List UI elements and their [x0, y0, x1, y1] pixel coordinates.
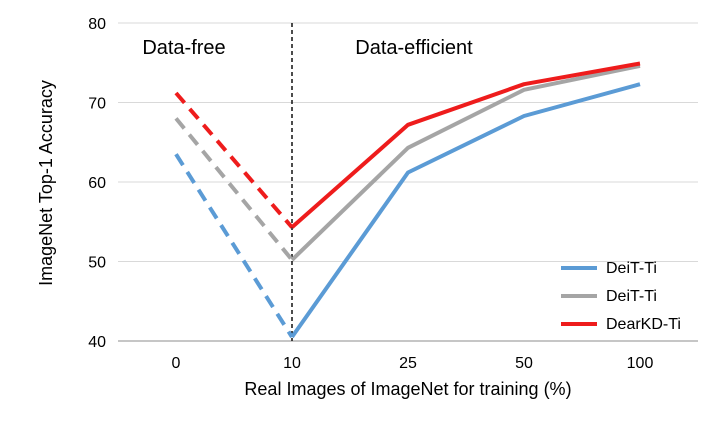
y-tick-label: 80	[88, 16, 106, 33]
grid	[118, 22, 698, 342]
x-tick-label: 50	[515, 355, 533, 372]
series-line-dashed	[174, 91, 294, 229]
y-axis-ticks: 40 50 60 70 80	[88, 16, 106, 351]
x-tick-label: 100	[627, 355, 654, 372]
series-line-dashed	[174, 153, 294, 339]
series-layer	[174, 61, 641, 339]
y-axis-title: ImageNet Top-1 Accuracy	[36, 80, 56, 286]
region-label-data-free: Data-free	[142, 37, 225, 59]
series-line-solid	[290, 61, 641, 229]
x-tick-label: 10	[283, 355, 301, 372]
y-tick-label: 40	[88, 334, 106, 351]
x-tick-label: 25	[399, 355, 417, 372]
legend-label: DearKD-Ti	[606, 316, 681, 333]
y-tick-label: 70	[88, 96, 106, 113]
legend: DeiT-Ti DeiT-Ti DearKD-Ti	[561, 260, 681, 333]
legend-label: DeiT-Ti	[606, 288, 657, 305]
x-axis-ticks: 0 10 25 50 100	[172, 355, 654, 372]
x-axis-title: Real Images of ImageNet for training (%)	[244, 379, 571, 399]
legend-label: DeiT-Ti	[606, 260, 657, 277]
region-label-data-efficient: Data-efficient	[355, 37, 473, 59]
series-line-dashed	[174, 117, 294, 262]
y-tick-label: 60	[88, 175, 106, 192]
series-line-solid	[290, 82, 641, 339]
x-tick-label: 0	[172, 355, 181, 372]
y-tick-label: 50	[88, 255, 106, 272]
series-line-solid	[290, 63, 641, 262]
